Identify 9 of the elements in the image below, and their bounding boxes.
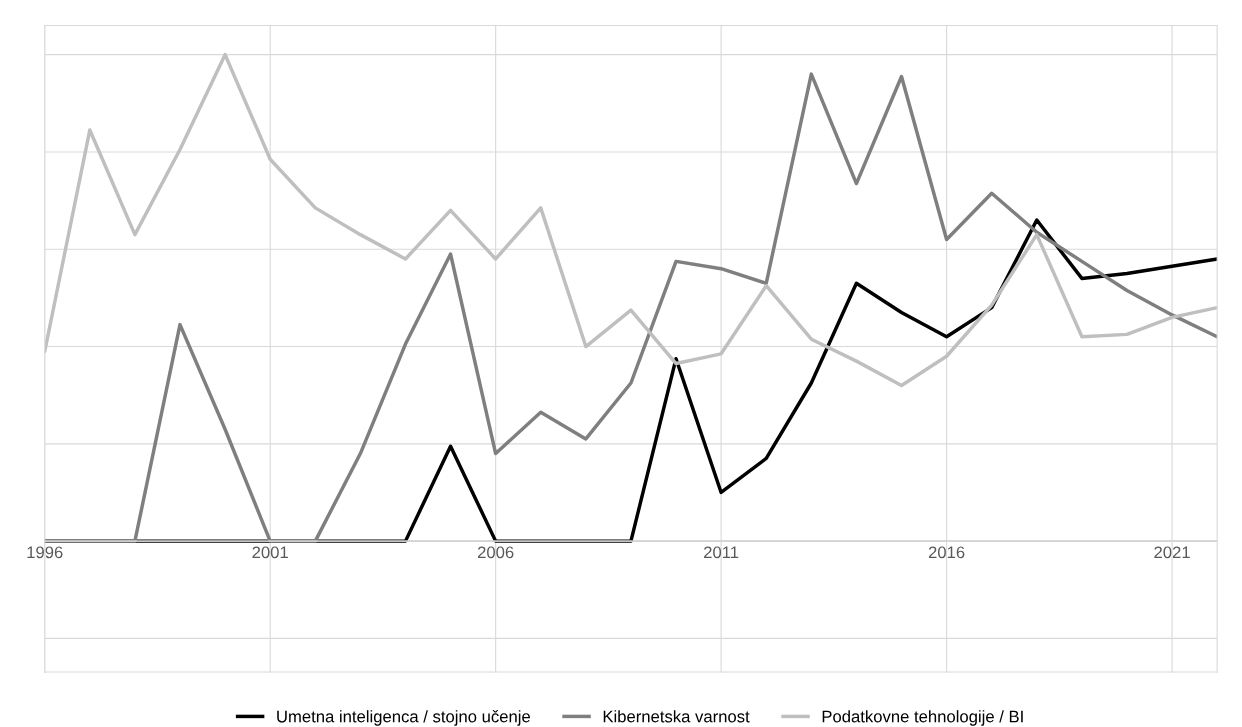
- x-tick-label: 2001: [252, 546, 288, 559]
- x-tick-label: 2016: [928, 546, 965, 559]
- x-tick-label: 2011: [704, 546, 739, 559]
- x-tick-label: 1996: [27, 546, 63, 559]
- x-tick-label: 2021: [1154, 546, 1190, 559]
- legend-label: Kibernetska varnost: [603, 710, 750, 723]
- legend-label: Podatkovne tehnologije / BI: [822, 710, 1023, 726]
- x-tick-label: 2006: [477, 546, 514, 559]
- legend-label: Umetna inteligenca / stojno učenje: [277, 710, 530, 726]
